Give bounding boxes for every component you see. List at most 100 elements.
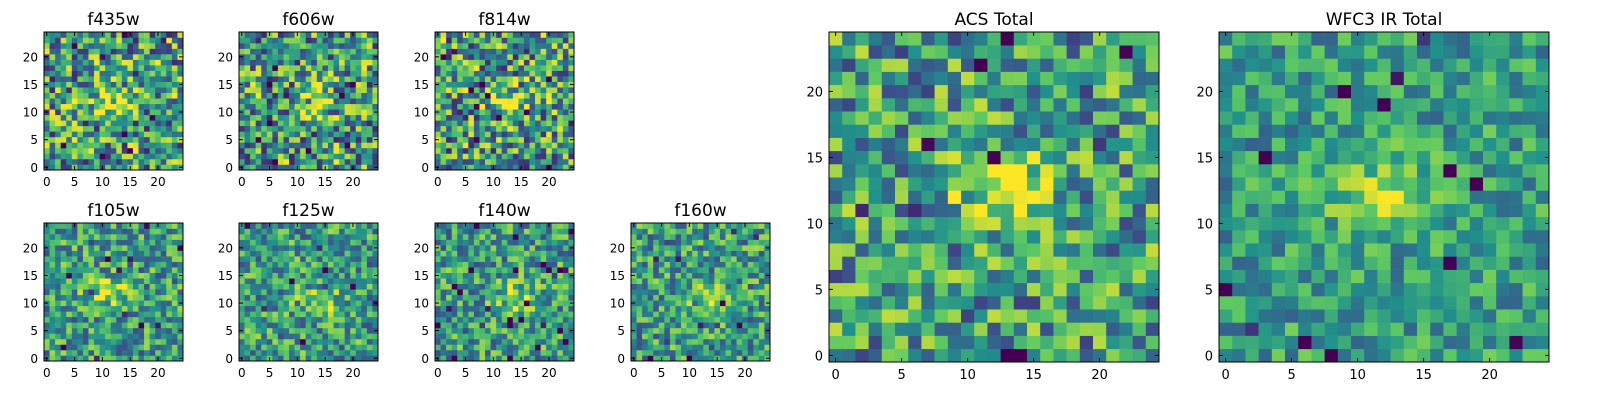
heatmap-cell [1013, 230, 1028, 244]
heatmap-cell [127, 81, 134, 88]
heatmap-cell [568, 142, 575, 149]
heatmap-cell [55, 92, 61, 99]
heatmap-cell [350, 234, 357, 240]
heatmap-cell [66, 322, 73, 329]
heatmap-cell [339, 65, 345, 71]
heatmap-cell [55, 250, 61, 257]
heatmap-cell [546, 120, 553, 127]
heatmap-cell [294, 333, 301, 340]
heatmap-cell [339, 294, 345, 301]
heatmap-cell [557, 125, 564, 132]
heatmap-cell [266, 239, 273, 246]
heatmap-cell [908, 164, 922, 178]
heatmap-cell [121, 327, 128, 334]
heatmap-cell [366, 223, 373, 229]
heatmap-cell [149, 355, 156, 362]
heatmap-cell [127, 250, 134, 257]
heatmap-cell [105, 327, 112, 334]
heatmap-cell [1066, 230, 1081, 244]
heatmap-cell [99, 234, 106, 240]
heatmap-cell [557, 256, 564, 262]
heatmap-cell [987, 150, 1001, 165]
heatmap-cell [121, 278, 128, 285]
heatmap-cell [961, 269, 975, 284]
heatmap-cell [686, 333, 693, 340]
heatmap-cell [110, 283, 117, 290]
heatmap-cell [250, 65, 256, 71]
heatmap-cell [110, 81, 117, 88]
heatmap-cell [551, 153, 558, 160]
heatmap-cell [490, 333, 497, 340]
heatmap-cell [272, 125, 279, 132]
heatmap-cell [1079, 309, 1094, 323]
heatmap-cell [485, 87, 491, 94]
heatmap-cell [283, 355, 290, 362]
heatmap-cell [272, 65, 279, 71]
heatmap-cell [116, 87, 123, 94]
heatmap-cell [435, 333, 441, 340]
heatmap-cell [132, 355, 139, 362]
heatmap-cell [366, 234, 373, 240]
heatmap-cell [829, 164, 843, 178]
heatmap-cell [562, 289, 569, 296]
heatmap-cell [501, 256, 508, 262]
heatmap-cell [88, 43, 95, 49]
heatmap-cell [446, 239, 452, 246]
heatmap-cell [160, 54, 167, 60]
heatmap-cell [921, 230, 935, 244]
heatmap-cell [961, 256, 975, 270]
heatmap-cell [283, 239, 290, 246]
heatmap-cell [523, 338, 530, 345]
heatmap-cell [681, 228, 687, 235]
heatmap-cell [1106, 243, 1120, 257]
heatmap-cell [177, 92, 184, 99]
heatmap-cell [642, 327, 648, 334]
heatmap-cell [250, 322, 256, 329]
heatmap-cell [692, 289, 699, 296]
heatmap-cell [132, 158, 139, 165]
heatmap-cell [171, 32, 178, 38]
heatmap-cell [518, 267, 525, 273]
heatmap-cell [177, 142, 184, 149]
heatmap-cell [540, 267, 547, 273]
heatmap-cell [855, 203, 869, 218]
heatmap-cell [697, 322, 704, 329]
heatmap-cell [881, 348, 896, 363]
heatmap-cell [446, 349, 452, 356]
heatmap-cell [562, 92, 569, 99]
heatmap-cell [55, 316, 61, 323]
heatmap-cell [557, 109, 564, 116]
heatmap-cell [121, 114, 128, 121]
heatmap-cell [934, 190, 949, 204]
heatmap-cell [535, 272, 541, 279]
heatmap-cell [501, 349, 508, 356]
heatmap-cell [507, 338, 514, 345]
heatmap-cell [71, 267, 78, 273]
heatmap-cell [166, 65, 173, 71]
heatmap-cell [1013, 216, 1028, 231]
heatmap-cell [244, 278, 251, 285]
heatmap-cell [473, 294, 480, 301]
heatmap-cell [457, 153, 464, 160]
heatmap-cell [435, 48, 441, 55]
heatmap-cell [529, 327, 536, 334]
heatmap-cell [149, 98, 156, 105]
heatmap-cell [77, 109, 84, 116]
heatmap-cell [116, 48, 123, 55]
heatmap-cell [289, 272, 295, 279]
heatmap-cell [144, 76, 150, 82]
heatmap-cell [339, 153, 345, 160]
heatmap-cell [261, 338, 268, 345]
heatmap-cell [105, 294, 112, 301]
heatmap-cell [300, 43, 307, 49]
heatmap-cell [171, 43, 178, 49]
heatmap-cell [132, 92, 139, 99]
heatmap-cell [55, 98, 61, 105]
heatmap-cell [121, 305, 128, 312]
heatmap-cell [311, 327, 318, 334]
heatmap-cell [714, 305, 721, 312]
heatmap-cell [110, 142, 117, 149]
heatmap-cell [501, 327, 508, 334]
heatmap-cell [294, 136, 301, 143]
heatmap-cell [435, 147, 441, 154]
